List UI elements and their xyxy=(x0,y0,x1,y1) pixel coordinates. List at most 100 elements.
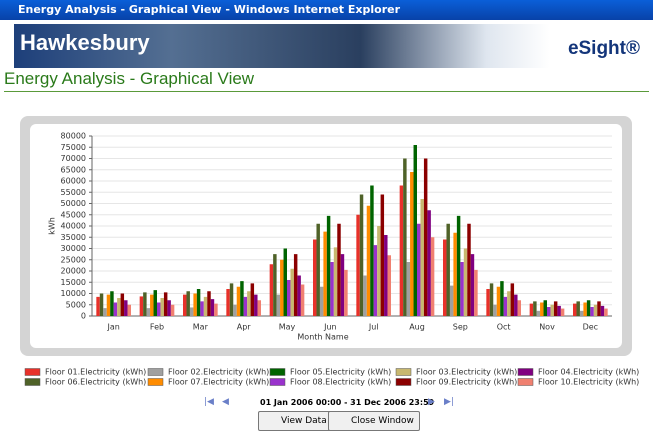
legend-swatch xyxy=(270,379,285,386)
bar xyxy=(374,245,377,316)
bar xyxy=(254,295,257,316)
bar xyxy=(544,300,547,316)
bar xyxy=(197,289,200,316)
bar xyxy=(504,297,507,316)
bar xyxy=(561,309,564,316)
bar xyxy=(320,287,323,316)
bar xyxy=(301,285,304,317)
y-tick-label: 45000 xyxy=(61,210,86,219)
y-tick-label: 70000 xyxy=(61,154,86,163)
close-window-button[interactable]: Close Window xyxy=(328,411,420,431)
bar xyxy=(327,216,330,316)
legend-label: Floor 05.Electricity (kWh) xyxy=(290,368,391,377)
x-tick-label: Feb xyxy=(150,323,164,332)
bar xyxy=(124,300,127,316)
bar xyxy=(601,306,604,316)
bar xyxy=(377,226,380,316)
y-axis-label: kWh xyxy=(48,217,57,235)
bar xyxy=(590,307,593,316)
bar xyxy=(550,305,553,316)
y-tick-label: 30000 xyxy=(61,244,86,253)
bar xyxy=(121,294,124,317)
y-tick-label: 65000 xyxy=(61,165,86,174)
bar xyxy=(214,304,217,316)
legend-label: Floor 08.Electricity (kWh) xyxy=(290,378,391,387)
bar xyxy=(167,300,170,316)
bar xyxy=(207,291,210,316)
y-tick-label: 0 xyxy=(81,312,86,321)
bar xyxy=(171,305,174,316)
bar xyxy=(533,301,536,316)
bar xyxy=(573,304,576,316)
legend-label: Floor 09.Electricity (kWh) xyxy=(416,378,517,387)
bar xyxy=(464,249,467,317)
bar xyxy=(500,281,503,316)
bar xyxy=(453,233,456,316)
legend-swatch xyxy=(25,369,40,376)
bar xyxy=(110,291,113,316)
bar xyxy=(143,292,146,316)
bar xyxy=(247,291,250,316)
bar xyxy=(486,289,489,316)
bar xyxy=(576,301,579,316)
bar xyxy=(258,300,261,316)
bar xyxy=(587,300,590,316)
x-tick-label: Sep xyxy=(453,323,468,332)
bar xyxy=(547,307,550,316)
bar xyxy=(414,145,417,316)
bar xyxy=(341,254,344,316)
legend-swatch xyxy=(25,379,40,386)
legend-label: Floor 01.Electricity (kWh) xyxy=(45,368,146,377)
bar xyxy=(537,311,540,316)
bar xyxy=(270,264,273,316)
y-tick-label: 50000 xyxy=(61,199,86,208)
x-tick-label: Apr xyxy=(237,323,252,332)
last-button[interactable]: ▶| xyxy=(444,397,454,407)
bar xyxy=(554,301,557,316)
bar xyxy=(474,270,477,316)
bar xyxy=(117,298,120,316)
bar xyxy=(424,159,427,317)
legend-swatch xyxy=(518,379,533,386)
first-button[interactable]: |◀ xyxy=(204,397,214,407)
bar xyxy=(443,240,446,317)
bar xyxy=(211,299,214,316)
y-tick-label: 20000 xyxy=(61,267,86,276)
bar xyxy=(446,224,449,316)
bar xyxy=(297,276,300,317)
legend-swatch xyxy=(396,369,411,376)
bar xyxy=(450,286,453,316)
bar xyxy=(604,309,607,316)
bar xyxy=(460,262,463,316)
bar xyxy=(334,247,337,316)
bar xyxy=(597,301,600,316)
y-tick-label: 80000 xyxy=(61,132,86,141)
bar xyxy=(150,295,153,316)
bar xyxy=(186,291,189,316)
x-tick-label: Aug xyxy=(409,323,425,332)
date-range: 01 Jan 2006 00:00 - 31 Dec 2006 23:59 xyxy=(260,398,434,407)
x-axis-label: Month Name xyxy=(297,333,348,342)
bar xyxy=(427,210,430,316)
bar xyxy=(226,289,229,316)
x-tick-label: Nov xyxy=(539,323,555,332)
bar xyxy=(273,254,276,316)
view-data-button[interactable]: View Data xyxy=(258,411,333,431)
bar xyxy=(407,262,410,316)
bar xyxy=(360,195,363,317)
x-tick-label: Jul xyxy=(368,323,379,332)
bar xyxy=(280,260,283,316)
bar xyxy=(190,307,193,316)
bar xyxy=(277,295,280,316)
bar xyxy=(114,303,117,317)
y-tick-label: 60000 xyxy=(61,177,86,186)
bar xyxy=(431,237,434,316)
bar xyxy=(154,290,157,316)
next-button[interactable]: ▶ xyxy=(428,397,435,407)
page: Energy Analysis - Graphical View - Windo… xyxy=(0,0,653,439)
bar xyxy=(514,295,517,316)
legend-swatch xyxy=(270,369,285,376)
prev-button[interactable]: ◀ xyxy=(222,397,229,407)
bar xyxy=(540,303,543,317)
legend-swatch xyxy=(518,369,533,376)
